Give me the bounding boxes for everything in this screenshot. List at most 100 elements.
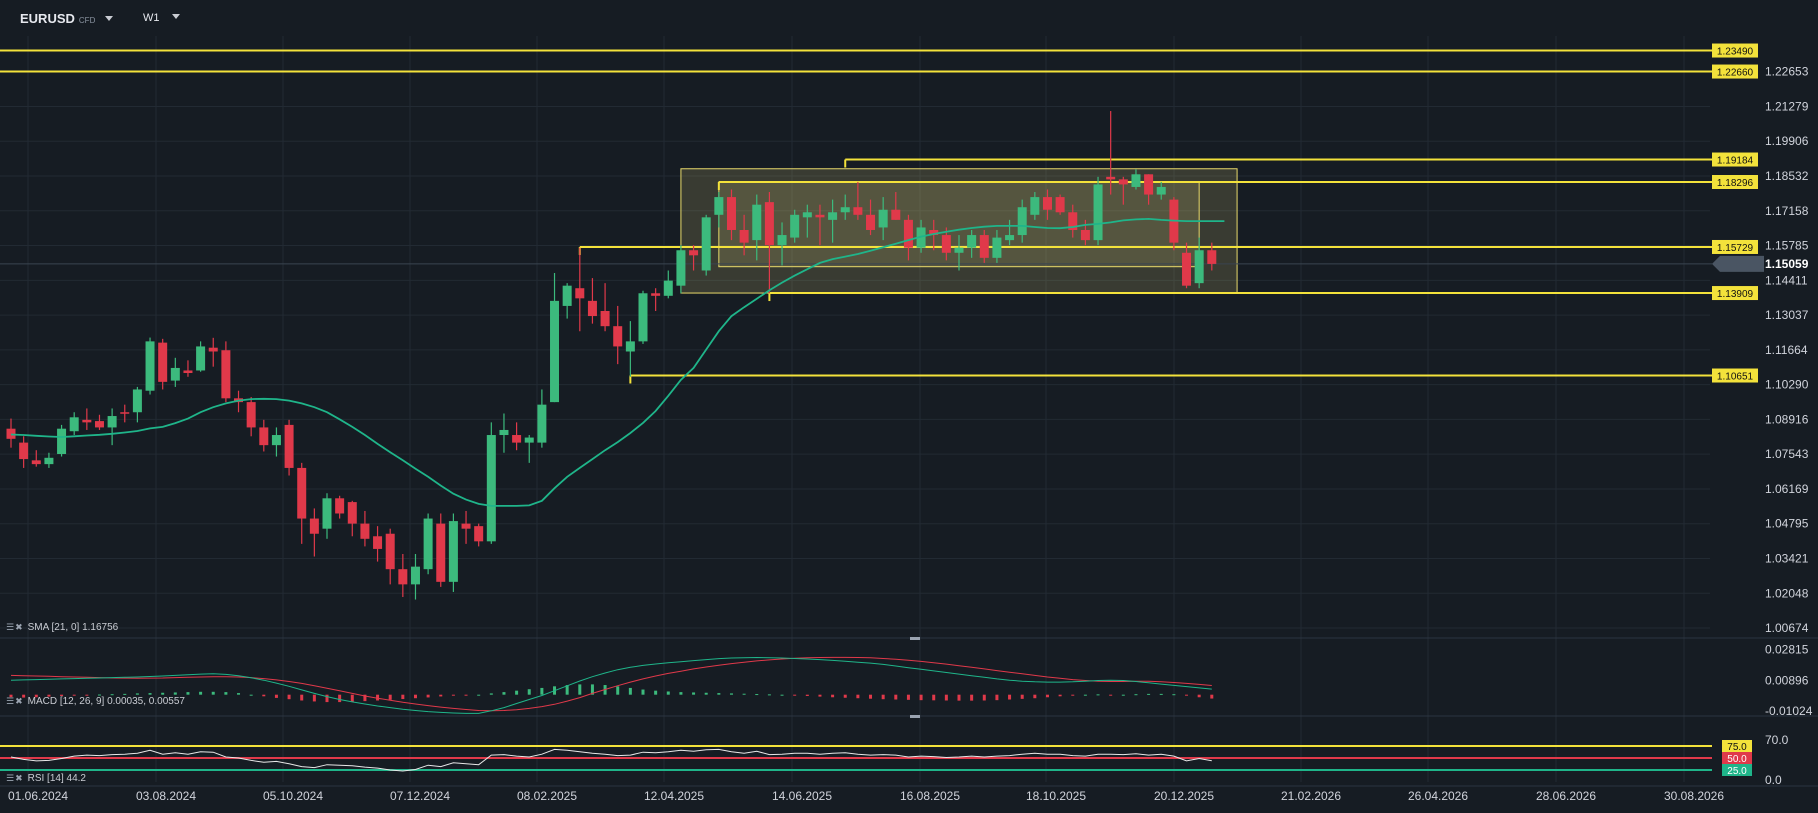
level-label: 1.22660 [1717, 68, 1754, 79]
macd-histogram-bar [262, 694, 266, 697]
candle-body [815, 214, 825, 218]
macd-histogram-bar [995, 694, 999, 701]
macd-histogram-bar [237, 693, 241, 695]
rsi-level-label-bg [1722, 752, 1752, 764]
level-label: 1.23490 [1717, 47, 1754, 58]
candle-body [1080, 229, 1090, 241]
candle-body [322, 498, 332, 529]
indicator-settings-icon[interactable]: ☰✖ [6, 622, 24, 632]
macd-histogram-bar [489, 693, 493, 695]
macd-histogram-bar [451, 694, 455, 696]
macd-histogram-bar [211, 691, 215, 695]
macd-histogram-bar [60, 694, 64, 696]
level-label: 1.10651 [1717, 372, 1754, 383]
candle-body [284, 424, 294, 468]
macd-histogram-bar [729, 693, 733, 695]
macd-histogram-bar [388, 694, 392, 700]
candle-body [1055, 197, 1065, 213]
macd-histogram-bar [1008, 694, 1012, 700]
price-tick-label: 1.00674 [1765, 621, 1809, 635]
candle-body [448, 521, 458, 582]
macd-histogram-bar [224, 692, 228, 695]
candle-body [512, 435, 522, 443]
rsi-level-label: 25.0 [1727, 766, 1747, 777]
symbol-selector[interactable]: EURUSD CFD [20, 11, 114, 26]
candle-body [941, 235, 951, 253]
macd-histogram-bar [894, 694, 898, 700]
indicator-settings-icon[interactable]: ☰✖ [6, 696, 24, 706]
macd-histogram-bar [72, 694, 76, 696]
macd-histogram-bar [881, 694, 885, 700]
candle-body [158, 342, 168, 382]
macd-histogram-bar [426, 694, 430, 698]
candle-body [183, 370, 193, 374]
candle-body [385, 533, 395, 570]
price-tick-label: 1.14411 [1765, 273, 1808, 287]
macd-histogram-bar [249, 694, 253, 696]
candle-body [714, 197, 724, 215]
date-tick-label: 05.10.2024 [263, 789, 323, 803]
price-tick-label: 1.08916 [1765, 412, 1809, 426]
date-tick-label: 20.12.2025 [1154, 789, 1214, 803]
date-tick-label: 08.02.2025 [517, 789, 577, 803]
macd-histogram-bar [1147, 693, 1151, 695]
macd-histogram-bar [1197, 694, 1201, 698]
timeframe-label: W1 [143, 12, 160, 24]
candle-body [1030, 197, 1040, 215]
macd-histogram-bar [717, 693, 721, 695]
candle-body [208, 347, 218, 352]
panel-separators [0, 637, 1818, 787]
macd-histogram-bar [287, 694, 291, 700]
candle-body [309, 518, 319, 534]
candle-body [916, 227, 926, 248]
candle-body [562, 285, 572, 306]
candle-body [790, 214, 800, 238]
macd-histogram-bar [641, 689, 645, 695]
macd-histogram-bar [527, 689, 531, 695]
macd-histogram-bar [1185, 694, 1189, 696]
macd-histogram-bar [1058, 694, 1062, 697]
panel-resize-handle [910, 715, 920, 718]
candle-body [120, 412, 130, 414]
candle-body [1005, 235, 1015, 241]
macd-histogram-bar [654, 690, 658, 695]
chart-toolbar: EURUSD CFD W1 [0, 0, 1818, 36]
candle-body [689, 250, 699, 256]
price-tick-label: 1.19906 [1765, 134, 1809, 148]
candle-body [752, 204, 762, 241]
sma-legend[interactable]: ☰✖ SMA [21, 0] 1.16756 [6, 622, 118, 633]
candles [6, 111, 1217, 600]
rsi-legend-text: RSI [14] 44.2 [27, 773, 86, 784]
price-tick-label: 1.17158 [1765, 204, 1809, 218]
macd-legend[interactable]: ☰✖ MACD [12, 26, 9] 0.00035, 0.00557 [6, 696, 185, 707]
price-tick-label: 1.18532 [1765, 169, 1809, 183]
macd-histogram-bar [85, 694, 89, 696]
timeframe-selector[interactable]: W1 [135, 8, 180, 28]
macd-histogram-bar [818, 694, 822, 697]
candle-body [1118, 179, 1128, 185]
date-tick-label: 03.08.2024 [136, 789, 196, 803]
price-tick-label: 1.11664 [1765, 343, 1808, 357]
date-tick-label: 01.06.2024 [8, 789, 68, 803]
macd-histogram-bar [135, 693, 139, 695]
candle-body [1182, 252, 1192, 286]
price-tick-label: 1.02048 [1765, 586, 1809, 600]
candle-body [1207, 250, 1217, 264]
candle-body [31, 460, 41, 465]
macd-panel: 0.02815 0.00896 -0.01024 [9, 642, 1813, 718]
candle-body [132, 389, 142, 413]
indicator-settings-icon[interactable]: ☰✖ [6, 773, 24, 783]
sma-legend-text: SMA [21, 0] 1.16756 [27, 622, 119, 633]
price-tick-label: 1.21279 [1765, 99, 1809, 113]
candle-body [259, 427, 269, 446]
date-tick-label: 07.12.2024 [390, 789, 450, 803]
rsi-legend[interactable]: ☰✖ RSI [14] 44.2 [6, 773, 86, 784]
candle-body [6, 428, 16, 439]
macd-histogram-bar [439, 694, 443, 697]
candle-body [625, 341, 635, 352]
candle-body [221, 350, 231, 399]
macd-histogram-bar [123, 693, 127, 695]
candle-body [726, 197, 736, 230]
current-price-label: 1.15059 [1765, 257, 1809, 271]
